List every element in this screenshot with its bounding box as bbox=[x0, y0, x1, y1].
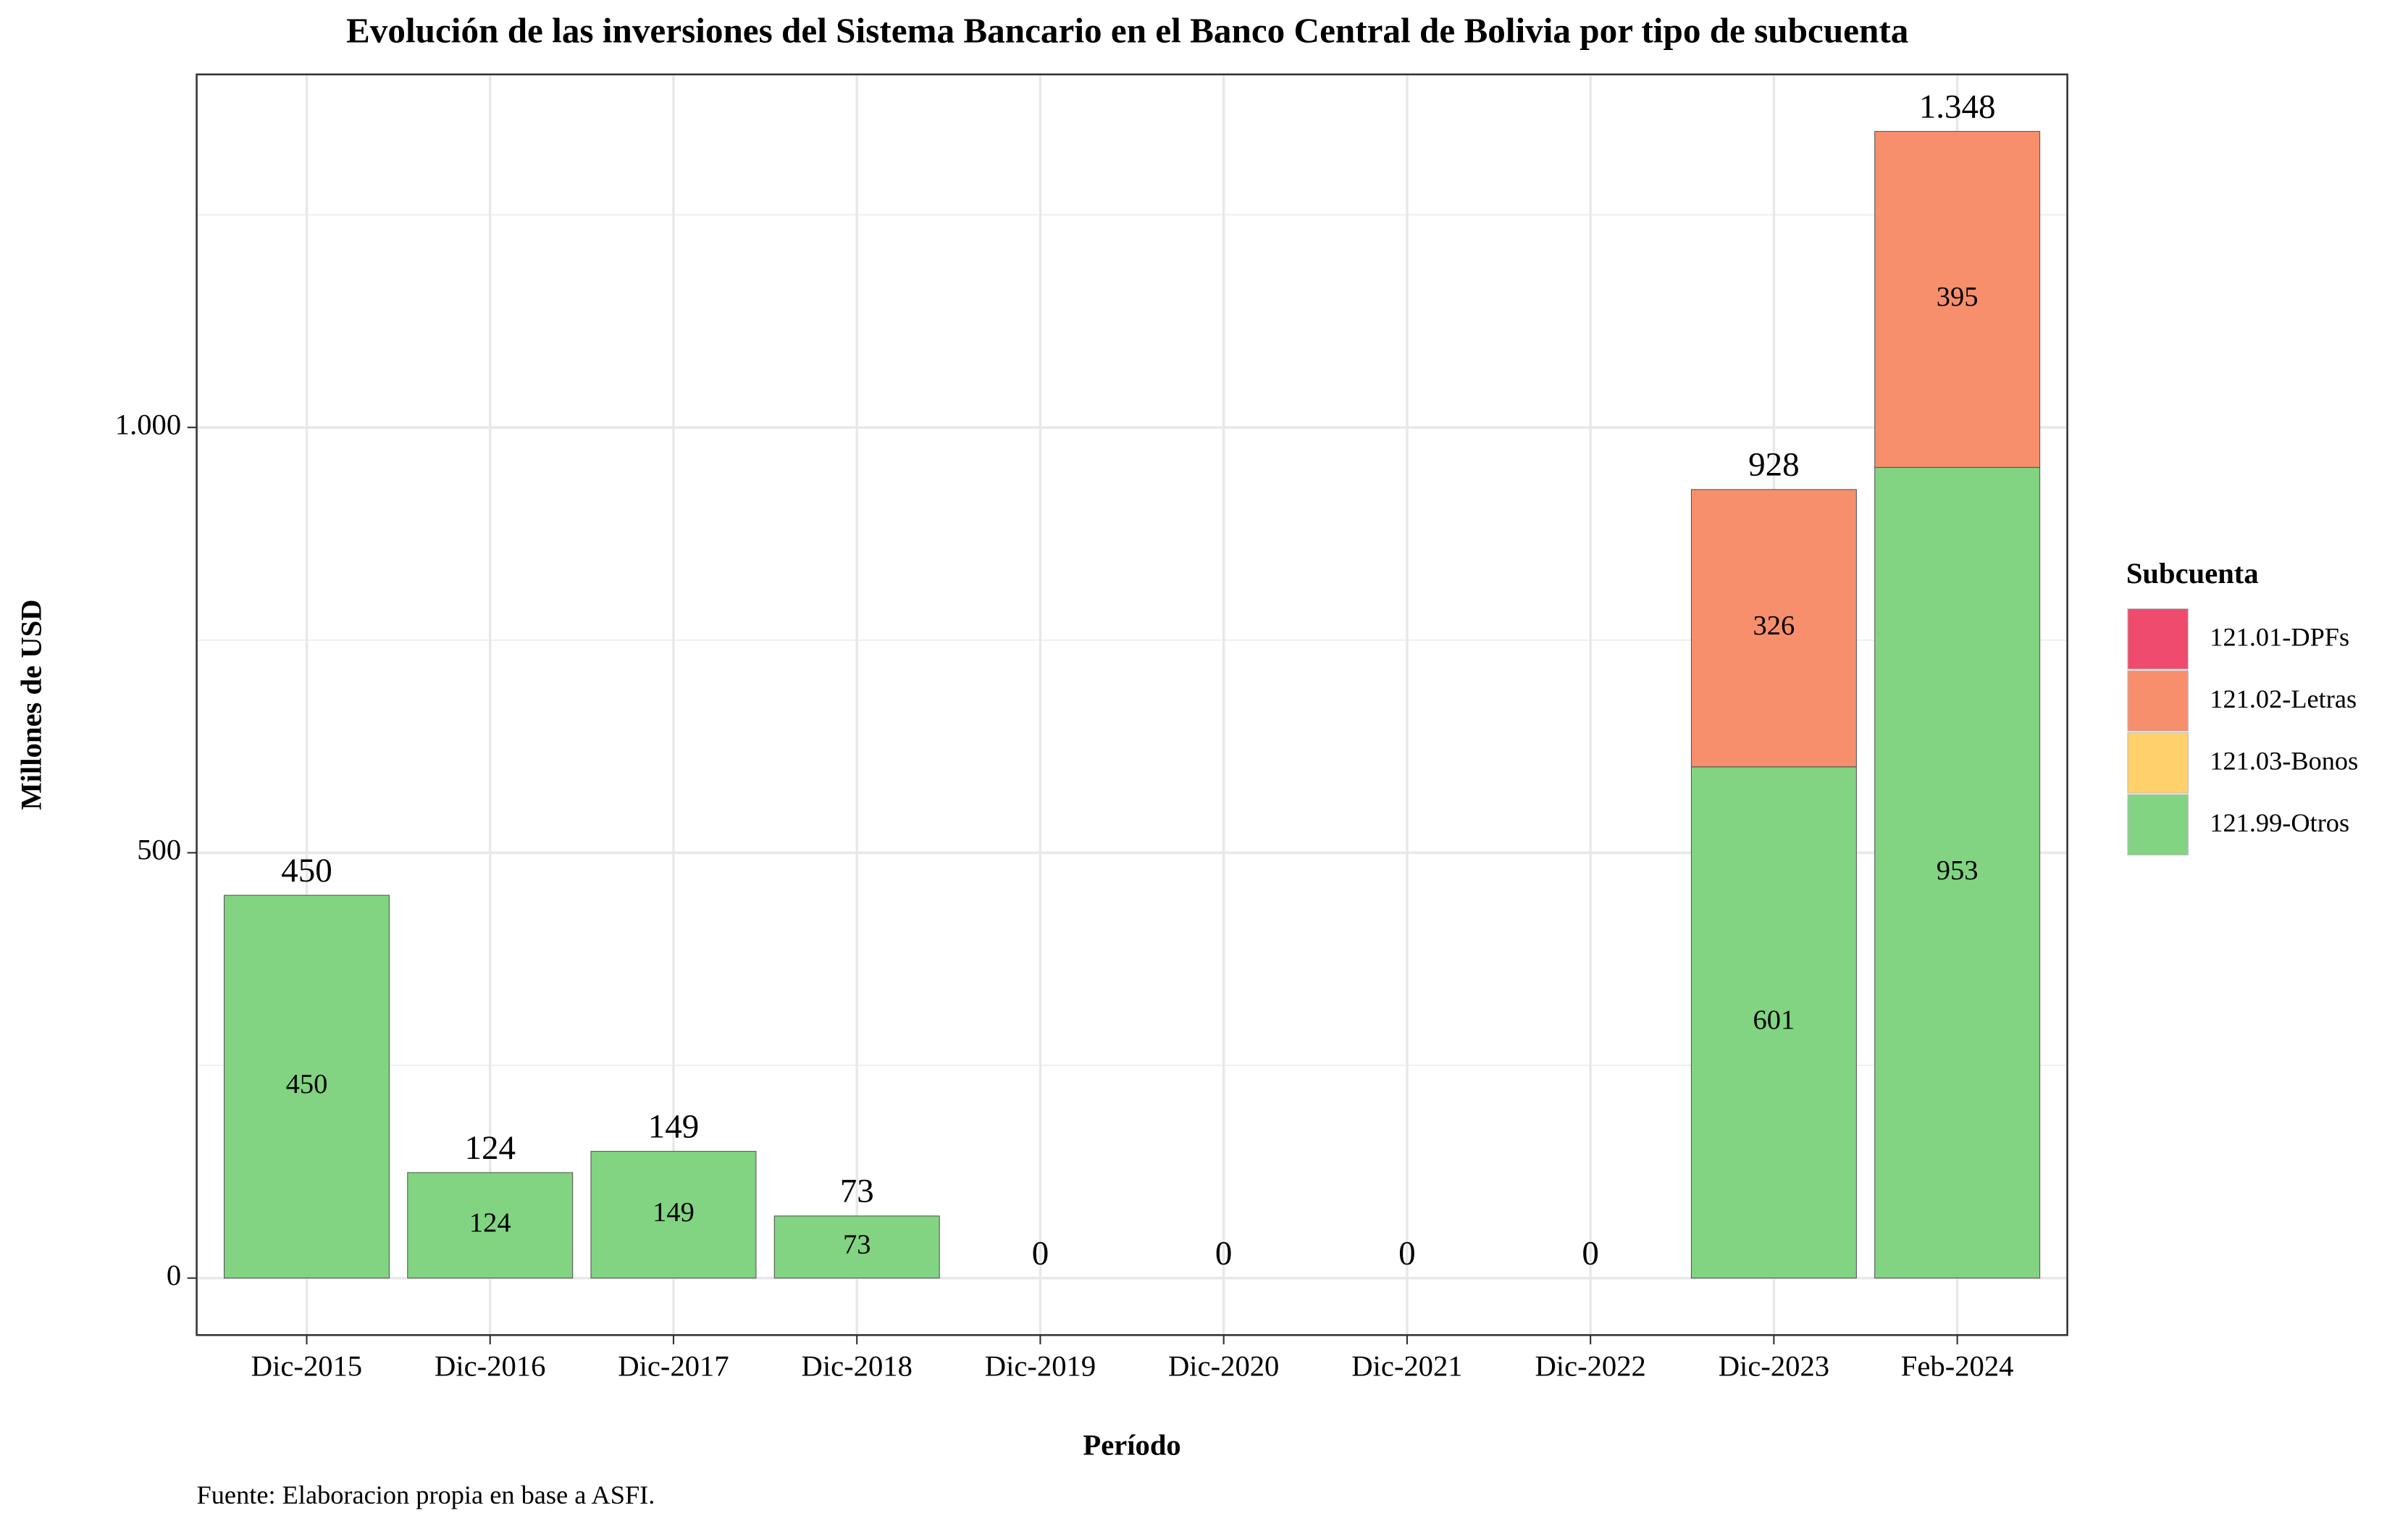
legend-key bbox=[2127, 794, 2189, 855]
bar-segment bbox=[1874, 466, 2041, 1279]
x-tick-label: Dic-2021 bbox=[1351, 1350, 1462, 1383]
segment-label: 953 bbox=[1937, 855, 1979, 886]
legend-label: 121.01-DPFs bbox=[2210, 623, 2349, 652]
bar-segment bbox=[773, 1215, 940, 1279]
chart-title: Evolución de las inversiones del Sistema… bbox=[346, 10, 1908, 50]
total-label: 149 bbox=[648, 1107, 700, 1145]
bar-segment bbox=[407, 1172, 574, 1279]
x-tick-label: Dic-2023 bbox=[1719, 1350, 1829, 1383]
bar-segment bbox=[224, 894, 390, 1279]
x-tick-label: Feb-2024 bbox=[1901, 1350, 2014, 1383]
x-tick-label: Dic-2017 bbox=[618, 1350, 729, 1383]
segment-label: 73 bbox=[843, 1230, 871, 1260]
total-label: 124 bbox=[464, 1129, 516, 1167]
legend-key bbox=[2127, 608, 2189, 670]
total-label: 0 bbox=[1215, 1234, 1233, 1272]
bar-segment bbox=[1690, 489, 1857, 768]
legend-key bbox=[2127, 732, 2189, 794]
y-tick-label: 1.000 bbox=[115, 408, 181, 440]
total-label: 928 bbox=[1748, 446, 1800, 484]
x-tick-label: Dic-2019 bbox=[985, 1350, 1096, 1383]
total-label: 1.348 bbox=[1919, 88, 1996, 125]
x-axis-label: Período bbox=[1083, 1429, 1180, 1462]
total-label: 0 bbox=[1398, 1234, 1416, 1272]
legend-label: 121.99-Otros bbox=[2210, 808, 2349, 837]
legend-label: 121.03-Bonos bbox=[2210, 747, 2358, 776]
total-label: 0 bbox=[1032, 1234, 1049, 1272]
total-label: 73 bbox=[840, 1173, 874, 1210]
bar-segment bbox=[1874, 130, 2041, 468]
total-label: 0 bbox=[1582, 1234, 1599, 1272]
y-tick-label: 0 bbox=[167, 1259, 181, 1291]
legend-key bbox=[2127, 670, 2189, 732]
segment-label: 395 bbox=[1937, 282, 1979, 312]
legend-label: 121.02-Letras bbox=[2210, 684, 2357, 713]
segment-label: 450 bbox=[286, 1069, 328, 1099]
bar-segment bbox=[1690, 766, 1857, 1279]
plot-border bbox=[196, 73, 2068, 1336]
bar-segment bbox=[590, 1151, 757, 1279]
segment-label: 601 bbox=[1753, 1005, 1795, 1036]
x-tick-label: Dic-2015 bbox=[251, 1350, 362, 1383]
y-tick-label: 500 bbox=[137, 834, 181, 866]
segment-label: 124 bbox=[469, 1208, 511, 1239]
segment-label: 149 bbox=[653, 1197, 695, 1228]
segment-label: 326 bbox=[1753, 611, 1795, 641]
y-axis-label: Millones de USD bbox=[14, 599, 47, 810]
legend-title: Subcuenta bbox=[2126, 557, 2259, 590]
caption: Fuente: Elaboracion propia en base a ASF… bbox=[197, 1480, 655, 1509]
x-tick-label: Dic-2020 bbox=[1168, 1350, 1279, 1383]
x-tick-label: Dic-2018 bbox=[802, 1350, 913, 1383]
x-tick-label: Dic-2016 bbox=[435, 1350, 545, 1383]
total-label: 450 bbox=[281, 852, 332, 889]
x-tick-label: Dic-2022 bbox=[1535, 1350, 1645, 1383]
